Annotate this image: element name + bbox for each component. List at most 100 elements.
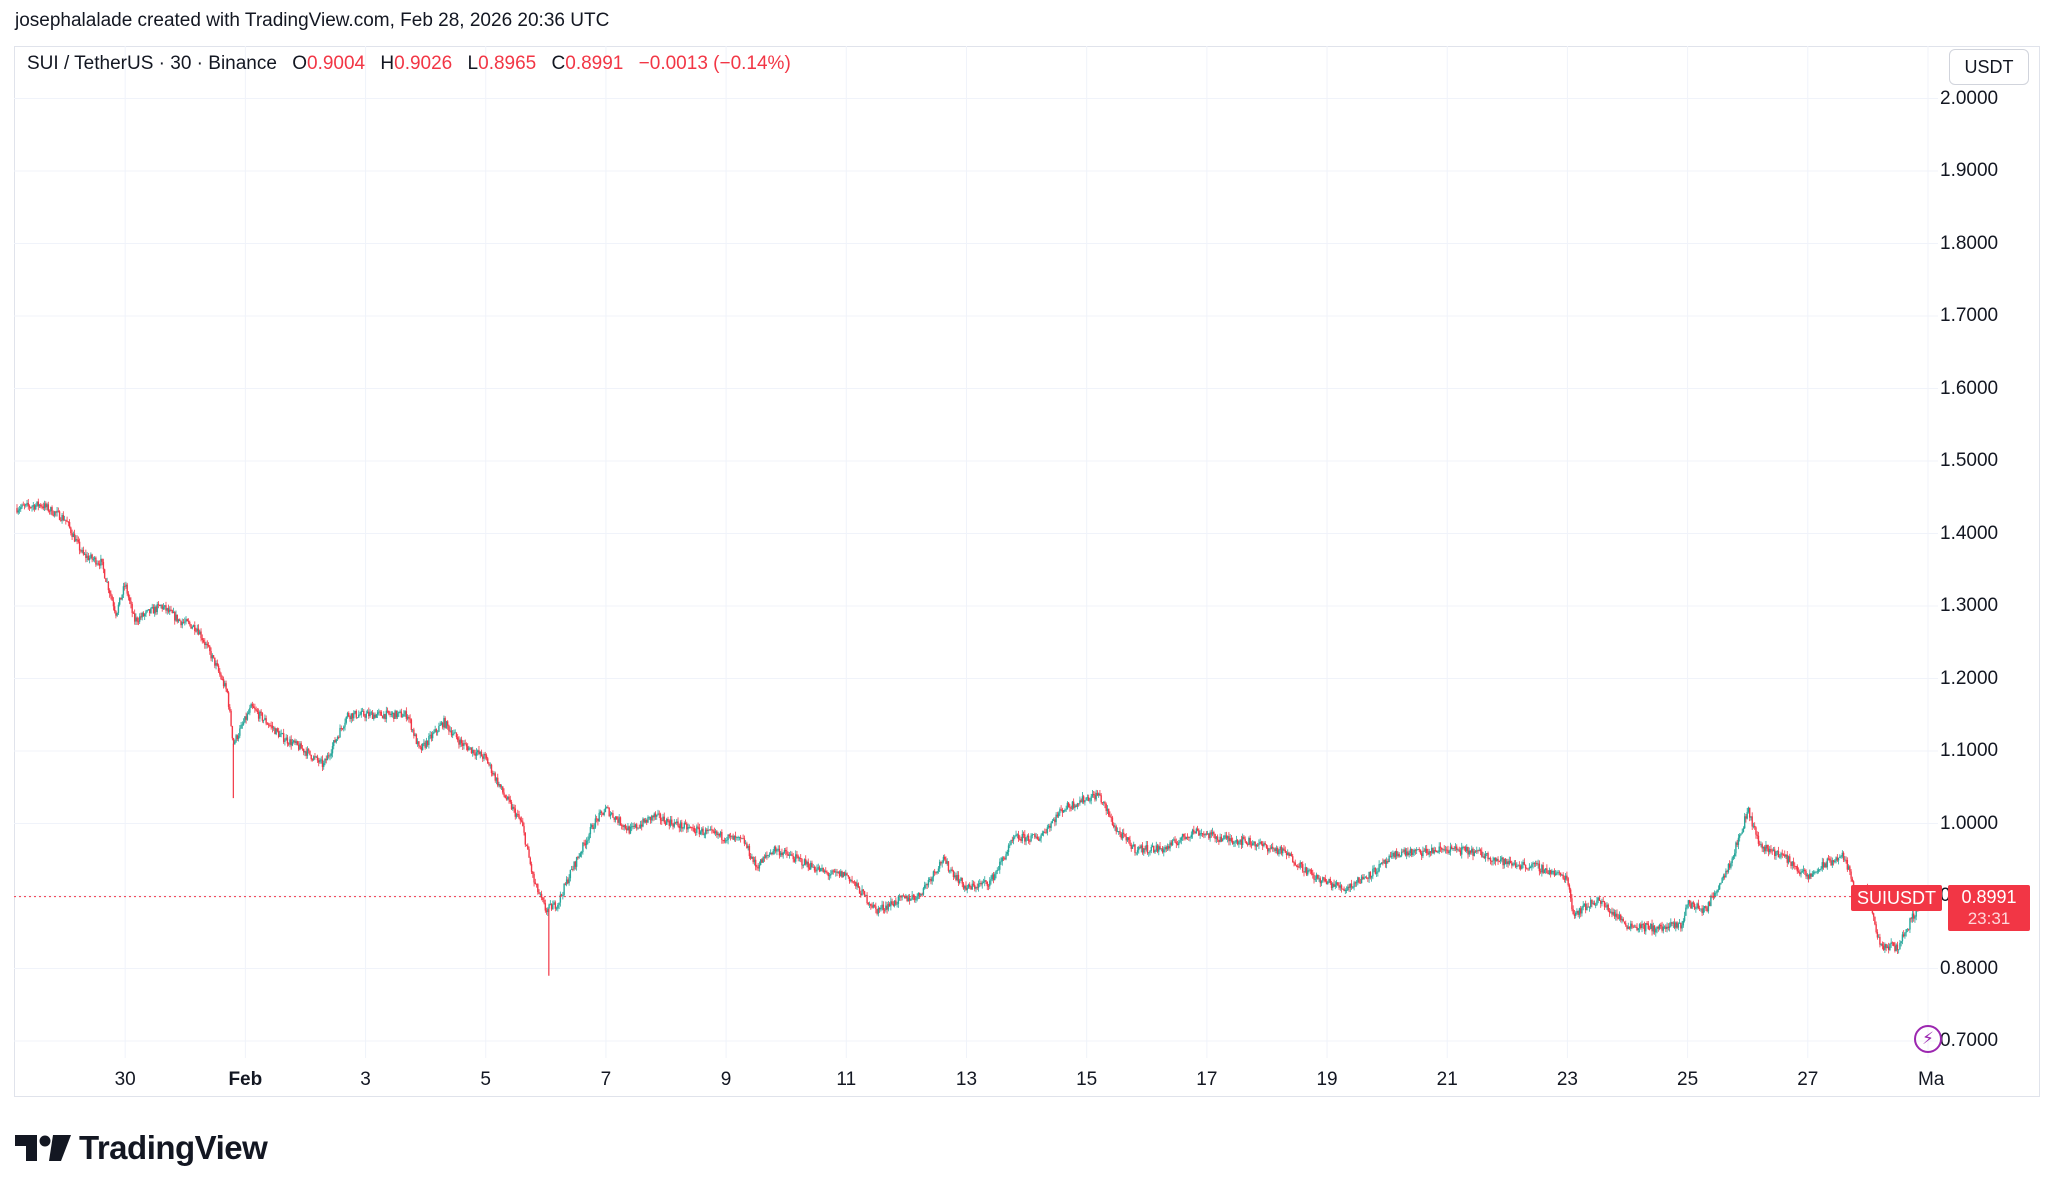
candle-body [761, 859, 763, 863]
candle-body [137, 621, 140, 623]
candle-body [157, 604, 160, 606]
candle-body [1218, 839, 1220, 843]
candle-body [42, 506, 44, 509]
candle-body [1143, 848, 1145, 853]
candle-body [1491, 861, 1493, 862]
lightning-bolt-icon[interactable]: ⚡ [1914, 1025, 1942, 1053]
chart-frame [14, 46, 2040, 1097]
candle-body [1034, 834, 1036, 838]
time-tick-label: Feb [228, 1069, 263, 1090]
candle-series [16, 498, 1922, 976]
candle-body [644, 820, 647, 823]
candle-body [126, 584, 128, 594]
candle-body [123, 586, 126, 587]
candle-body [1360, 876, 1363, 884]
candle-body [1553, 870, 1556, 876]
candle-body [1577, 911, 1579, 915]
candle-body [1000, 861, 1002, 863]
candle-body [1652, 925, 1654, 932]
time-tick-label: 23 [1556, 1069, 1578, 1090]
candle-body [1110, 817, 1112, 819]
candle-body [1258, 843, 1260, 846]
time-tick-label: 19 [1316, 1069, 1338, 1090]
candle-body [38, 504, 41, 507]
candle-body [1300, 862, 1303, 865]
candle-body [498, 784, 500, 786]
candle-body [495, 777, 498, 781]
candle-body [683, 823, 685, 828]
candle-body [992, 874, 995, 880]
candle-body [389, 713, 391, 715]
candle-body [771, 852, 773, 855]
candle-body [886, 905, 888, 910]
candle-body [1703, 906, 1706, 909]
candle-body [57, 510, 60, 512]
candle-body [1125, 836, 1127, 841]
candle-body [1355, 882, 1358, 884]
candle-body [1743, 816, 1746, 829]
candle-body [1014, 836, 1016, 838]
candle-body [762, 857, 764, 863]
candle-body [1504, 858, 1507, 865]
candle-body [653, 813, 655, 818]
candle-body [1314, 878, 1316, 880]
candle-body [206, 643, 209, 646]
candle-body [287, 743, 290, 745]
candle-body [171, 610, 173, 613]
candle-body [1745, 816, 1747, 819]
candle-body [121, 594, 123, 600]
candle-body [1620, 914, 1622, 921]
candle-body [1486, 853, 1488, 854]
candle-body [1382, 862, 1384, 864]
candle-body [818, 867, 821, 872]
candle-body [92, 559, 95, 560]
candle-body [868, 904, 871, 905]
candle-body [618, 817, 620, 823]
candle-body [1463, 846, 1465, 848]
candle-body [1767, 848, 1770, 853]
candle-body [1270, 846, 1273, 849]
time-tick-label: 21 [1436, 1069, 1458, 1090]
candle-body [1705, 906, 1707, 909]
candle-body [870, 904, 872, 907]
candle-body [903, 896, 906, 899]
candle-body [602, 812, 604, 816]
candle-body [112, 600, 115, 607]
candle-body [1339, 885, 1342, 888]
candle-body [557, 904, 559, 909]
candle-body [1762, 846, 1765, 849]
candle-body [1054, 819, 1056, 823]
candle-body [1126, 837, 1129, 841]
candle-body [1522, 862, 1524, 865]
candle-body [453, 732, 455, 734]
candle-body [1551, 870, 1553, 874]
candle-body [445, 721, 448, 728]
candle-body [1049, 825, 1051, 828]
symbol-legend[interactable]: SUI / TetherUS · 30 · Binance O0.9004 H0… [27, 53, 791, 75]
candle-body [796, 854, 798, 857]
candle-body [800, 858, 802, 860]
candle-body [1171, 840, 1174, 846]
candle-body [361, 710, 364, 712]
candle-body [1557, 872, 1559, 874]
candle-body [95, 557, 97, 565]
candle-body [120, 597, 122, 600]
candle-body [656, 814, 658, 817]
candle-body [494, 773, 496, 781]
candle-body [1688, 900, 1691, 904]
candle-body [1250, 844, 1253, 846]
candle-body [47, 504, 50, 512]
candle-body [339, 727, 341, 738]
candle-body [952, 870, 955, 877]
candle-body [1186, 836, 1189, 838]
currency-unit-button[interactable]: USDT [1949, 49, 2029, 85]
candle-body [795, 854, 797, 862]
candle-body [365, 713, 367, 718]
candle-body [1179, 840, 1181, 843]
candle-body [351, 713, 354, 719]
candle-body [366, 711, 369, 714]
candle-body [933, 871, 936, 873]
candle-body [1537, 863, 1539, 865]
candle-body [492, 773, 494, 775]
